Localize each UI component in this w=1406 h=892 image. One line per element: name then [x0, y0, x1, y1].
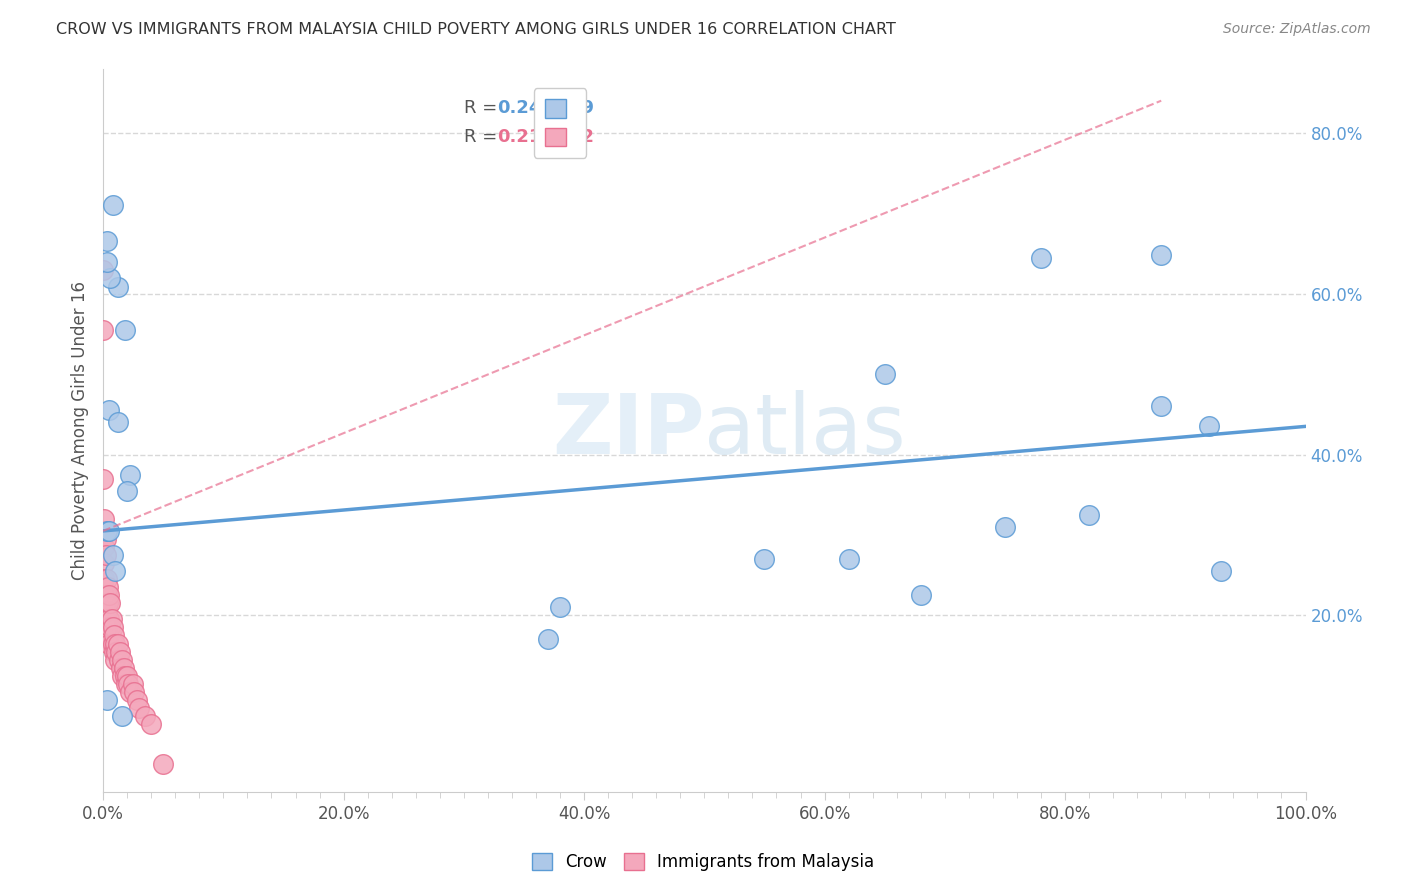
Point	[108, 644, 131, 658]
Text: 29: 29	[569, 99, 595, 118]
Point	[98, 588, 121, 602]
Point	[98, 620, 121, 634]
Text: atlas: atlas	[704, 390, 905, 471]
Point	[115, 483, 138, 498]
Point	[98, 403, 121, 417]
Legend: Crow, Immigrants from Malaysia: Crow, Immigrants from Malaysia	[523, 845, 883, 880]
Point	[93, 588, 115, 602]
Point	[114, 323, 136, 337]
Point	[115, 668, 138, 682]
Point	[96, 254, 118, 268]
Point	[1029, 251, 1052, 265]
Point	[122, 677, 145, 691]
Point	[124, 685, 146, 699]
Text: R =: R =	[464, 128, 503, 146]
Point	[537, 632, 560, 647]
Point	[1198, 419, 1220, 434]
Text: 52: 52	[569, 128, 595, 146]
Point	[112, 660, 135, 674]
Point	[118, 685, 141, 699]
Point	[91, 472, 114, 486]
Point	[94, 548, 117, 562]
Text: N =: N =	[536, 99, 588, 118]
Point	[107, 652, 129, 666]
Point	[141, 717, 163, 731]
Point	[93, 556, 115, 570]
Point	[104, 636, 127, 650]
Point	[1150, 248, 1173, 262]
Point	[98, 270, 121, 285]
Point	[94, 612, 117, 626]
Point	[93, 540, 115, 554]
Text: ZIP: ZIP	[551, 390, 704, 471]
Point	[93, 512, 115, 526]
Point	[117, 677, 139, 691]
Text: CROW VS IMMIGRANTS FROM MALAYSIA CHILD POVERTY AMONG GIRLS UNDER 16 CORRELATION : CROW VS IMMIGRANTS FROM MALAYSIA CHILD P…	[56, 22, 896, 37]
Y-axis label: Child Poverty Among Girls Under 16: Child Poverty Among Girls Under 16	[72, 281, 89, 580]
Point	[754, 552, 776, 566]
Point	[98, 524, 121, 538]
Point	[910, 588, 932, 602]
Point	[111, 668, 134, 682]
Point	[101, 620, 124, 634]
Point	[97, 628, 120, 642]
Point	[97, 596, 120, 610]
Point	[111, 652, 134, 666]
Point	[103, 628, 125, 642]
Point	[98, 596, 121, 610]
Point	[98, 636, 121, 650]
Point	[100, 612, 122, 626]
Point	[91, 262, 114, 277]
Point	[94, 532, 117, 546]
Point	[96, 588, 118, 602]
Point	[838, 552, 860, 566]
Point	[101, 198, 124, 212]
Point	[118, 467, 141, 482]
Point	[105, 644, 128, 658]
Point	[94, 596, 117, 610]
Text: R =: R =	[464, 99, 503, 118]
Point	[97, 580, 120, 594]
Point	[110, 660, 132, 674]
Point	[96, 620, 118, 634]
Point	[101, 548, 124, 562]
Point	[115, 677, 138, 691]
Point	[96, 524, 118, 538]
Point	[107, 415, 129, 429]
Point	[91, 323, 114, 337]
Point	[548, 600, 571, 615]
Point	[111, 709, 134, 723]
Point	[134, 709, 156, 723]
Text: 0.216: 0.216	[498, 128, 554, 146]
Point	[98, 612, 121, 626]
Text: N =: N =	[536, 128, 588, 146]
Point	[994, 520, 1017, 534]
Point	[96, 572, 118, 586]
Text: Source: ZipAtlas.com: Source: ZipAtlas.com	[1223, 22, 1371, 37]
Point	[873, 367, 896, 381]
Point	[91, 524, 114, 538]
Point	[103, 644, 125, 658]
Point	[96, 604, 118, 618]
Point	[1078, 508, 1101, 522]
Text: 0.248: 0.248	[498, 99, 554, 118]
Point	[96, 693, 118, 707]
Point	[104, 652, 127, 666]
Point	[104, 564, 127, 578]
Legend: , : ,	[534, 88, 586, 158]
Point	[1211, 564, 1233, 578]
Point	[107, 636, 129, 650]
Point	[114, 668, 136, 682]
Point	[128, 701, 150, 715]
Point	[125, 693, 148, 707]
Point	[107, 280, 129, 294]
Point	[1150, 399, 1173, 413]
Point	[101, 636, 124, 650]
Point	[152, 757, 174, 772]
Point	[96, 235, 118, 249]
Point	[93, 572, 115, 586]
